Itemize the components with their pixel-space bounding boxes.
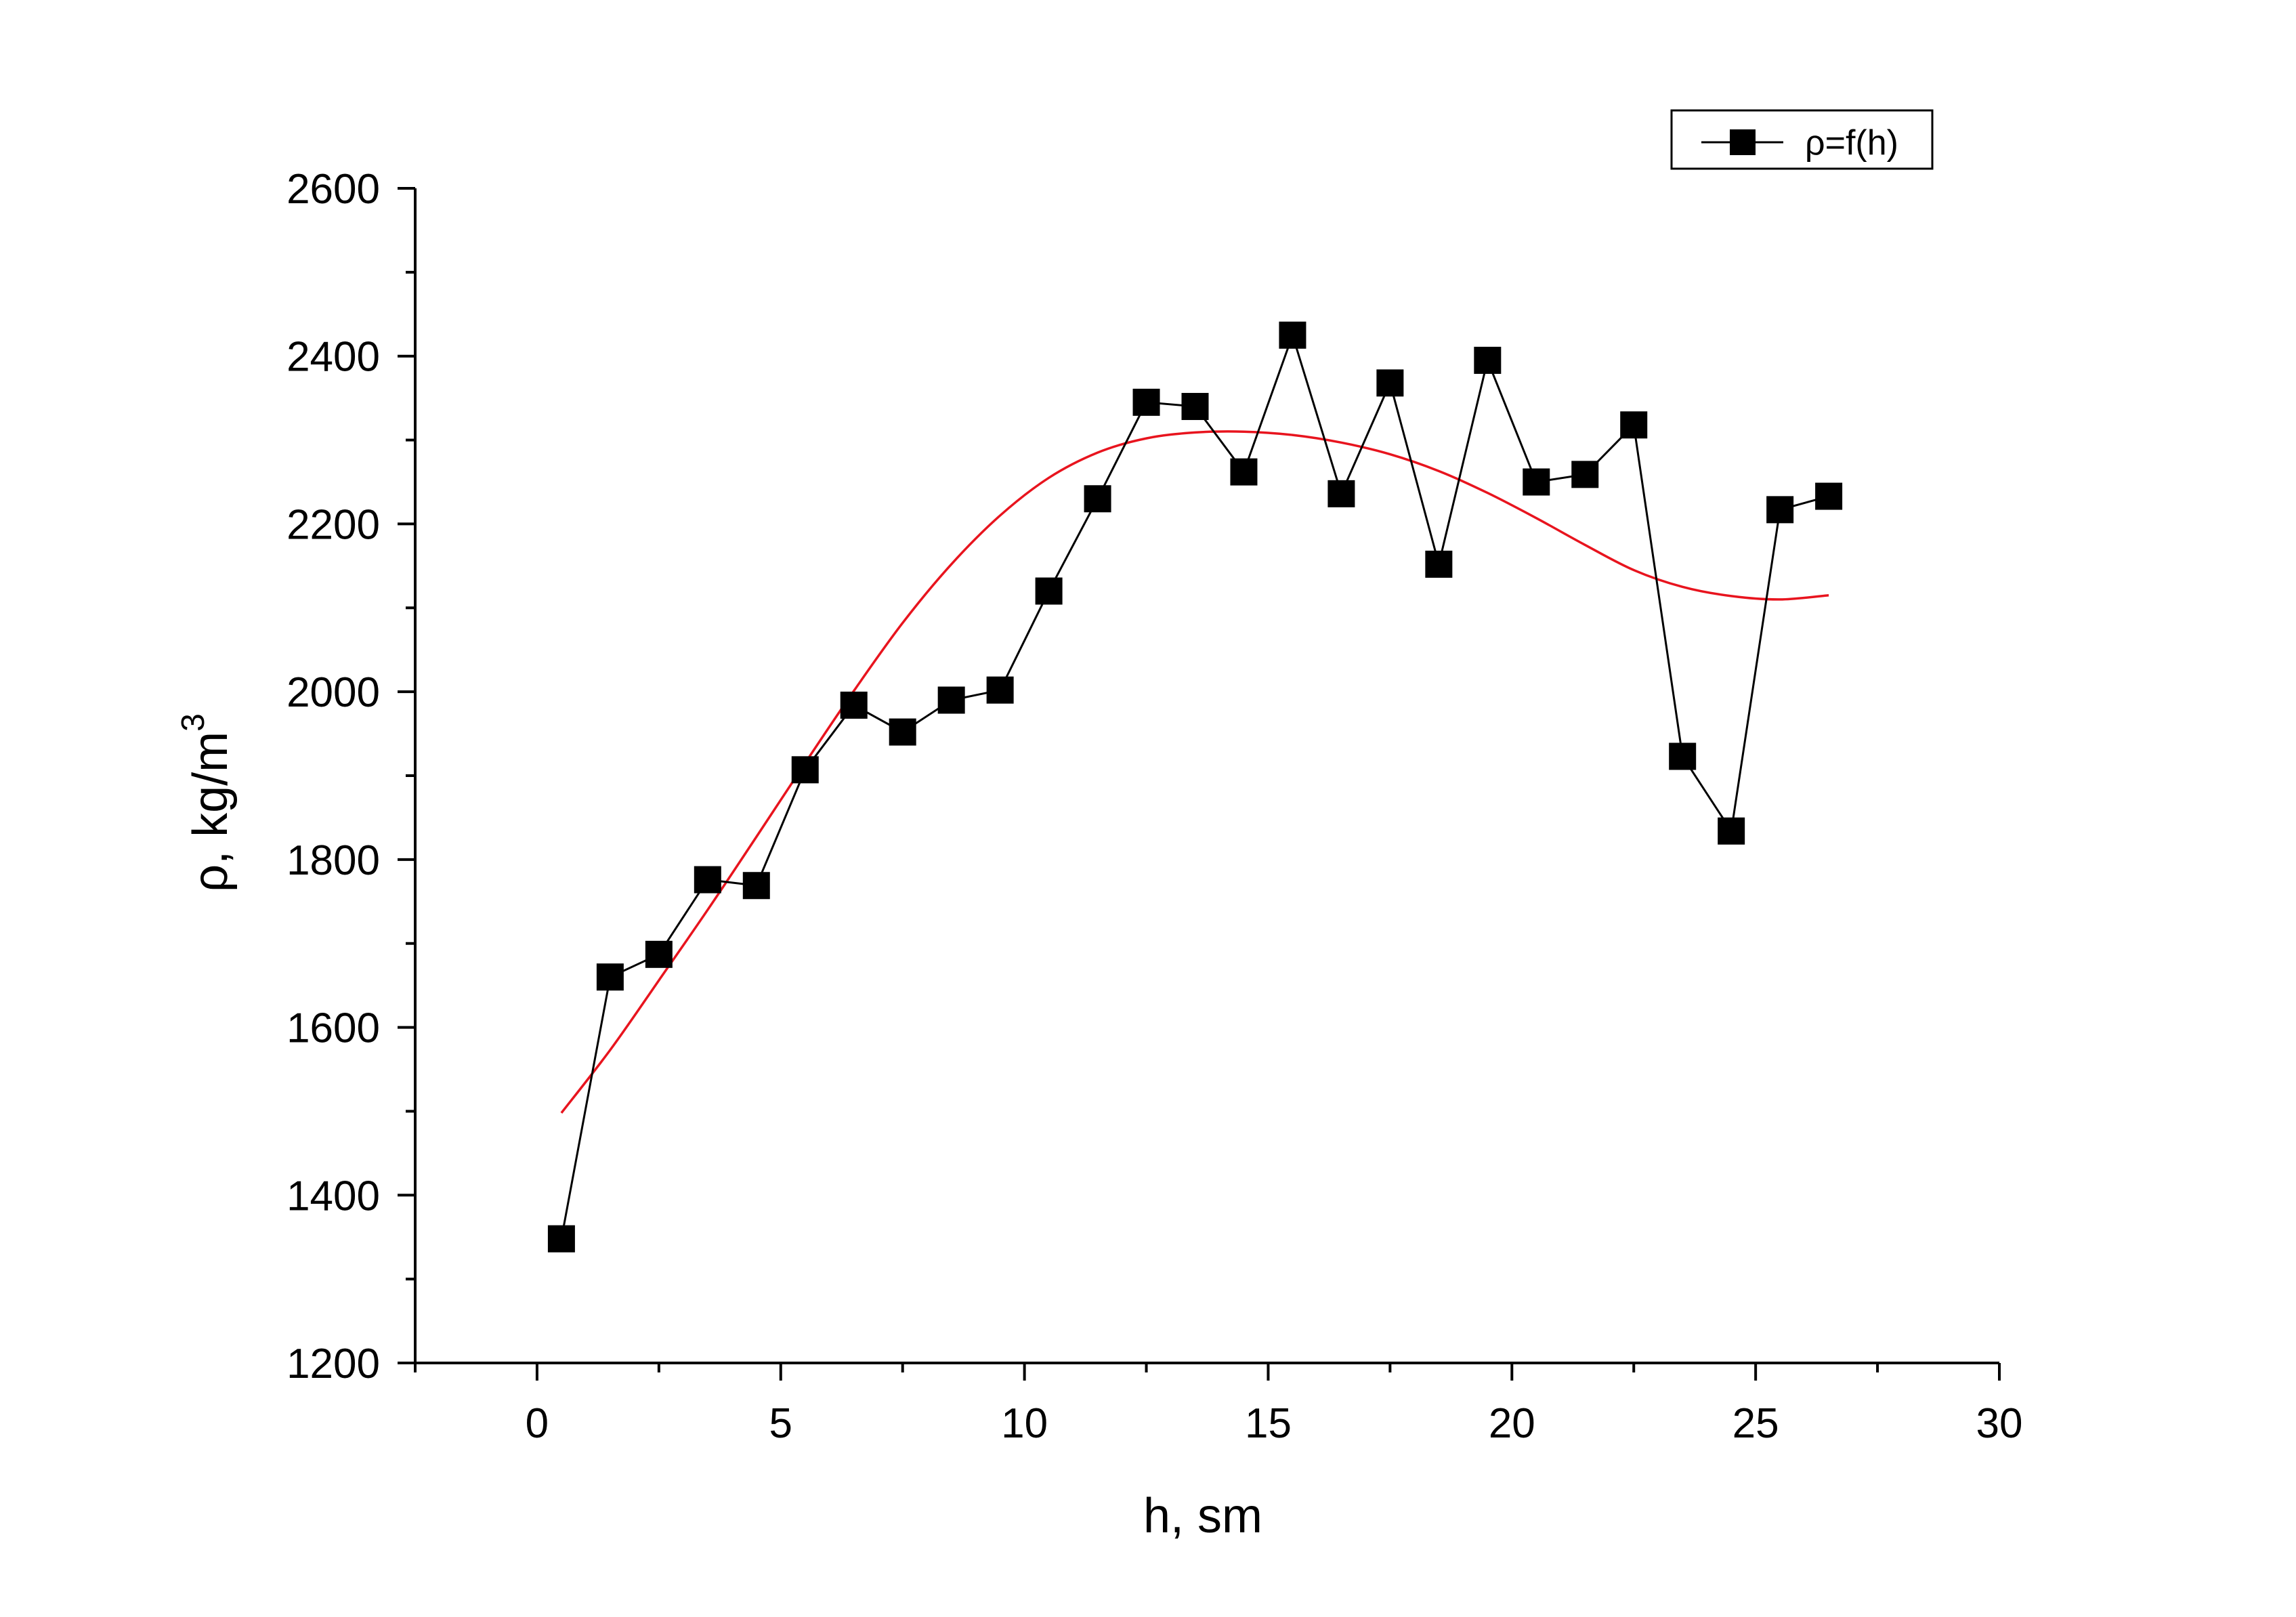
y-tick-label: 1400: [286, 1173, 380, 1219]
y-tick-label: 2200: [286, 501, 380, 548]
x-tick-label: 30: [1976, 1400, 2023, 1447]
data-point: [547, 1225, 575, 1253]
legend-marker: [1730, 129, 1756, 155]
legend-label: ρ=f(h): [1805, 123, 1898, 163]
axes: 1200 1400 1600 1800 2000 2200 2400 2600 0 5 10 15 20…: [286, 166, 2022, 1447]
legend: ρ=f(h): [1670, 109, 1934, 170]
y-tick-label: 1200: [286, 1341, 380, 1387]
y-tick-label: 2000: [286, 669, 380, 716]
y-axis-title-superscript: 3: [175, 713, 211, 732]
data-point: [742, 872, 770, 900]
data-point: [694, 866, 721, 894]
data-point: [1718, 817, 1745, 845]
data-point: [1230, 458, 1258, 486]
series-line: [560, 332, 1829, 1239]
data-point: [1327, 480, 1355, 507]
data-point: [1474, 346, 1502, 374]
y-tick-label: 1600: [286, 1005, 380, 1052]
data-point: [1425, 550, 1453, 578]
plot-area: [547, 321, 1843, 1253]
y-axis-title: ρ, kg/m3: [175, 713, 238, 892]
y-tick-label: 2400: [286, 334, 380, 381]
data-point: [1766, 496, 1794, 524]
data-point: [1571, 461, 1599, 488]
data-point: [1132, 388, 1160, 416]
data-point: [1376, 369, 1404, 397]
data-point: [1523, 468, 1550, 496]
data-point: [1181, 393, 1209, 421]
x-tick-label: 25: [1732, 1400, 1779, 1447]
data-point: [1084, 485, 1111, 513]
data-point: [937, 686, 965, 714]
x-tick-label: 10: [1001, 1400, 1048, 1447]
data-point: [1815, 482, 1843, 510]
legend-box: [1670, 109, 1934, 170]
data-point: [1279, 321, 1306, 349]
data-point: [1620, 411, 1648, 439]
data-point: [889, 718, 916, 746]
data-point: [596, 963, 624, 991]
axis-labels: h, sm ρ, kg/m3: [175, 713, 1262, 1543]
x-axis-title: h, sm: [1143, 1489, 1262, 1543]
x-tick-label: 5: [769, 1400, 792, 1447]
y-tick-label: 1800: [286, 837, 380, 884]
fit-curve-line: [560, 430, 1829, 1114]
data-point: [645, 940, 673, 968]
x-tick-label: 0: [526, 1400, 549, 1447]
data-point: [986, 676, 1014, 704]
y-tick-label: 2600: [286, 166, 380, 213]
x-tick-label: 15: [1245, 1400, 1292, 1447]
y-axis-title-main: ρ, kg/m: [184, 732, 238, 892]
data-point: [840, 691, 868, 719]
data-point: [1035, 577, 1063, 605]
data-point: [791, 756, 819, 784]
x-tick-label: 20: [1489, 1400, 1535, 1447]
data-point: [1669, 742, 1697, 770]
